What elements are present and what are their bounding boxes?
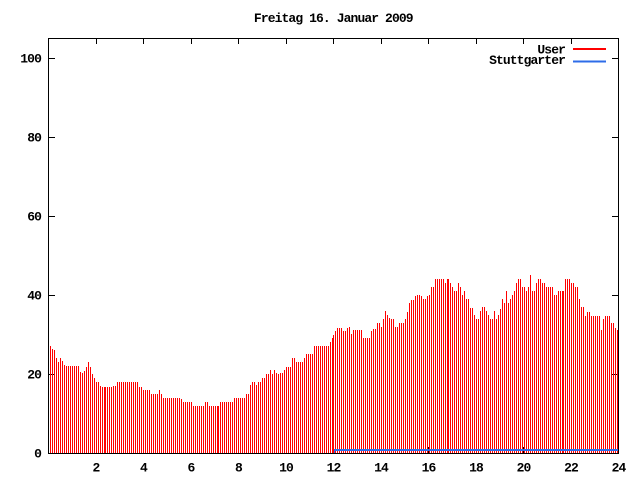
svg-text:6: 6 [188, 461, 196, 476]
svg-text:12: 12 [327, 461, 342, 476]
svg-text:60: 60 [27, 210, 42, 225]
svg-text:Freitag 16. Januar 2009: Freitag 16. Januar 2009 [254, 11, 414, 26]
svg-text:0: 0 [34, 447, 42, 462]
svg-text:20: 20 [517, 461, 532, 476]
svg-text:24: 24 [612, 461, 627, 476]
svg-text:8: 8 [235, 461, 243, 476]
svg-text:22: 22 [564, 461, 579, 476]
svg-text:User: User [537, 43, 565, 58]
svg-text:4: 4 [140, 461, 148, 476]
svg-text:40: 40 [27, 289, 42, 304]
svg-text:14: 14 [374, 461, 389, 476]
svg-text:2: 2 [93, 461, 101, 476]
svg-text:20: 20 [27, 368, 42, 383]
svg-text:18: 18 [469, 461, 484, 476]
svg-text:10: 10 [279, 461, 294, 476]
svg-text:Stuttgarter: Stuttgarter [489, 53, 565, 68]
svg-text:16: 16 [422, 461, 437, 476]
svg-text:100: 100 [20, 52, 42, 67]
svg-text:80: 80 [27, 131, 42, 146]
